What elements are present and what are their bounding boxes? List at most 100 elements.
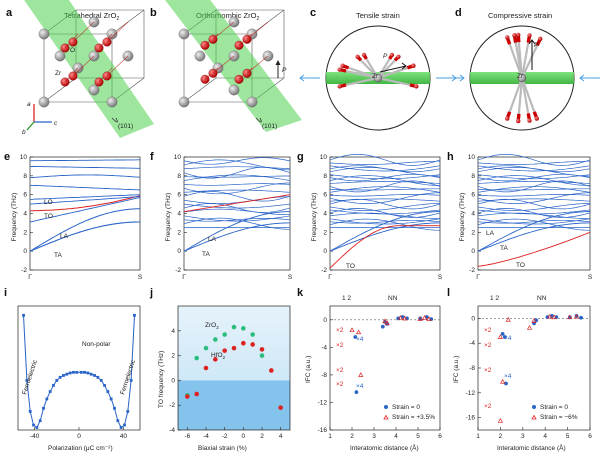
ifc-point-unstrained bbox=[353, 335, 358, 339]
x-tick-label: -2 bbox=[222, 433, 228, 440]
y-tick-label: 0 bbox=[471, 248, 475, 255]
energy-point bbox=[62, 374, 65, 377]
y-tick-label: 0 bbox=[171, 377, 175, 384]
x-tick-label: 2 bbox=[260, 433, 264, 440]
y-tick-label: -2 bbox=[175, 267, 181, 274]
zr-atom bbox=[178, 96, 190, 108]
y-tick-label: -2 bbox=[469, 267, 475, 274]
energy-point bbox=[55, 379, 59, 382]
bond-rod bbox=[514, 42, 524, 79]
zr-atom bbox=[38, 28, 50, 40]
panel-j-to-frequency: j -6 -4 -2 0 2 4 -4 -2 0 2 4 ZrO2 HfO2 Biaxial str… bbox=[149, 287, 291, 452]
ifc-point-strained bbox=[397, 314, 403, 320]
band-optical bbox=[329, 194, 441, 197]
ifc-point-strained bbox=[505, 316, 511, 322]
energy-point bbox=[99, 379, 103, 382]
band-to bbox=[329, 225, 440, 269]
energy-point bbox=[45, 397, 49, 401]
panel-label-c: c bbox=[310, 7, 316, 19]
band-optical bbox=[477, 154, 591, 166]
energy-point bbox=[32, 423, 35, 427]
energy-point bbox=[35, 426, 39, 429]
o-atom bbox=[361, 52, 367, 58]
ifc-point-unstrained bbox=[502, 335, 507, 339]
y-tick-label: 0 bbox=[323, 317, 327, 324]
o-atom bbox=[337, 67, 342, 72]
band-to bbox=[183, 194, 291, 213]
y-tick-label: 8 bbox=[177, 173, 181, 180]
panel-i-energy: i -40 0 40 Non-polar Ferroelectric Ferroel… bbox=[4, 287, 141, 452]
y-tick-label: 10 bbox=[320, 154, 328, 161]
band-optical bbox=[478, 188, 590, 191]
band-optical bbox=[329, 218, 441, 225]
ifc-point-strained bbox=[356, 329, 362, 335]
band-label-to-h: TO bbox=[516, 262, 525, 269]
hfo2-point bbox=[241, 340, 246, 346]
polarization-label-d: P bbox=[534, 42, 539, 49]
band-optical bbox=[477, 208, 591, 218]
o-atom bbox=[396, 54, 401, 59]
o-atom bbox=[355, 54, 360, 59]
hfo2-point bbox=[269, 368, 274, 373]
bands-e-chart: -2 0 2 4 6 8 10 Γ S Frequency (THz) bbox=[11, 154, 143, 281]
energy-line bbox=[23, 315, 135, 429]
panel-f-bands: f -2 0 2 4 6 8 10 Γ S Frequency (THz) LA TA bbox=[150, 151, 293, 281]
energy-point bbox=[119, 426, 123, 429]
y-tick-label: -16 bbox=[466, 415, 476, 422]
ifc-point-unstrained bbox=[504, 381, 508, 386]
band-optical bbox=[329, 180, 441, 193]
band-label-ta: TA bbox=[54, 252, 62, 259]
cell-edge bbox=[43, 77, 77, 103]
panel-c-title: Tensile strain bbox=[356, 11, 400, 20]
polarization-arrow bbox=[528, 39, 536, 70]
mult-l-1: ×2 bbox=[484, 342, 492, 349]
energy-point bbox=[48, 390, 52, 393]
compressive-sphere bbox=[444, 25, 600, 131]
x-tick-label: 6 bbox=[588, 433, 592, 440]
bond bbox=[72, 55, 95, 77]
energy-point bbox=[38, 419, 42, 423]
zro2-point bbox=[241, 326, 246, 331]
y-axis-label: Frequency (THz) bbox=[311, 193, 318, 242]
y-tick-label: 10 bbox=[20, 154, 28, 161]
band-opt-2 bbox=[29, 184, 141, 191]
x-tick-label: 2 bbox=[499, 433, 503, 440]
ifc-point-strained bbox=[384, 320, 390, 326]
x-tick-label: -4 bbox=[203, 433, 209, 440]
panel-d-compressive: d Compressive strain P Zr bbox=[444, 7, 600, 131]
plane-label-a: (101) bbox=[118, 123, 133, 130]
band-optical bbox=[477, 160, 590, 165]
plane-arrow-a bbox=[111, 117, 118, 123]
ifc-point-strained bbox=[526, 324, 533, 330]
ifc-point-strained bbox=[349, 327, 355, 333]
band-optical bbox=[329, 208, 441, 218]
bond-rod bbox=[520, 42, 530, 79]
label-ferroelectric-left: Ferroelectric bbox=[21, 358, 39, 395]
band-ta bbox=[29, 221, 140, 252]
y-tick-label: 8 bbox=[471, 173, 475, 180]
xlabel-l: Interatomic distance (Å) bbox=[497, 443, 566, 452]
legend-dot-k bbox=[384, 405, 388, 409]
bond-rod bbox=[377, 76, 411, 87]
band-ta bbox=[183, 222, 290, 252]
zr-atom bbox=[246, 96, 258, 108]
band-optical bbox=[329, 198, 441, 202]
nn-index-l: 1 2 bbox=[490, 295, 499, 302]
band-optical bbox=[329, 181, 441, 184]
band-label-to: TO bbox=[44, 213, 53, 220]
y-tick-label: -2 bbox=[21, 267, 27, 274]
y-tick-label: 0 bbox=[471, 315, 475, 322]
ifc-point-strained bbox=[422, 314, 428, 320]
plot-frame bbox=[177, 305, 291, 431]
zro2-point bbox=[222, 332, 227, 337]
x-tick-label: Γ bbox=[28, 274, 32, 281]
region-positive bbox=[178, 306, 290, 381]
energy-point bbox=[68, 371, 72, 375]
y-tick-label: 6 bbox=[471, 192, 475, 199]
bond-rod bbox=[508, 77, 524, 113]
ifc-point-strained bbox=[497, 334, 503, 339]
band-optical bbox=[183, 182, 290, 195]
mult-l-4: ×4 bbox=[504, 373, 512, 380]
band-opt-3 bbox=[29, 174, 141, 179]
polarization-label-c: P bbox=[383, 53, 388, 60]
